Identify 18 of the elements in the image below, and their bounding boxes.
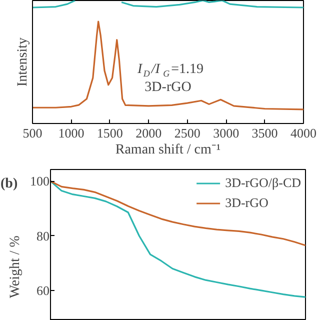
legend-label: 3D-rGO — [225, 195, 268, 211]
x-axis-title: Raman shift / cm⁻¹ — [115, 142, 221, 158]
y-tick-label: 100 — [30, 174, 50, 189]
x-tick-label: 1500 — [96, 126, 123, 140]
x-tick-label: 2000 — [136, 126, 162, 140]
y-axis-title: Weight / % — [8, 235, 23, 298]
y-tick-label: 60 — [36, 282, 50, 298]
text: (b) — [0, 176, 18, 192]
y-axis-title: Intensity — [16, 37, 30, 86]
y-tick-label: 80 — [36, 228, 50, 244]
x-tick-label: 3000 — [213, 126, 240, 140]
legend-label: 3D-rGO/β-CD — [225, 175, 301, 191]
x-tick-label: 3500 — [252, 126, 278, 140]
x-tick-label: 500 — [22, 126, 42, 140]
x-tick-label: 1000 — [58, 126, 84, 140]
x-tick-label: 2500 — [174, 126, 200, 140]
series-label: 3D-rGO — [144, 80, 192, 95]
x-tick-label: 4000 — [290, 126, 316, 140]
